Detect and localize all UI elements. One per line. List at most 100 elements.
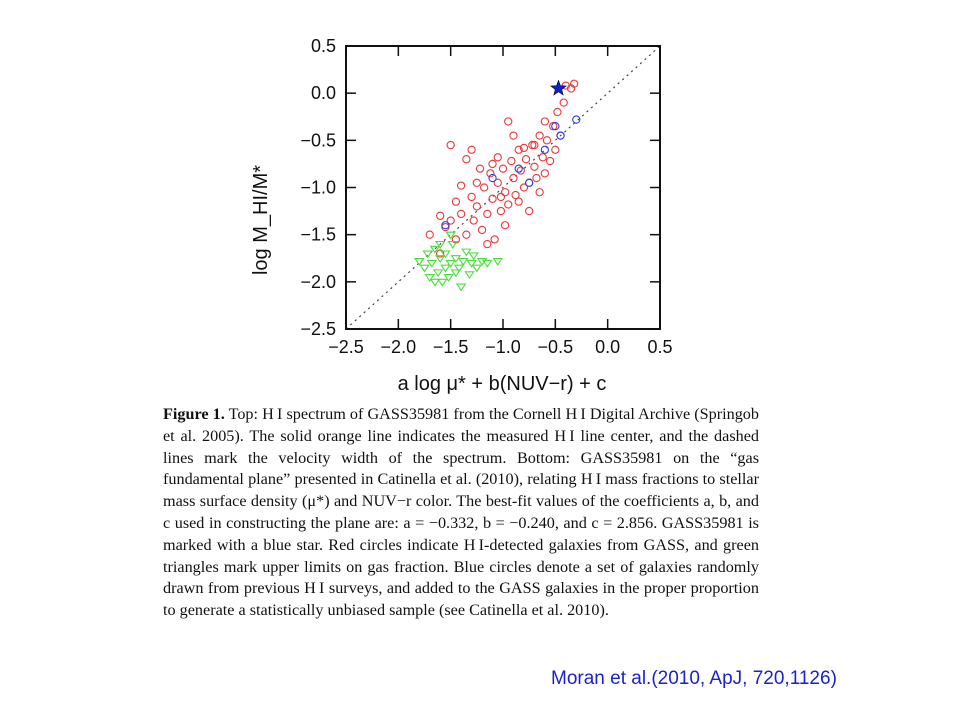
data-point-triangle xyxy=(492,258,503,266)
y-tick-label: 0.5 xyxy=(311,36,336,56)
x-tick-label: 0.0 xyxy=(595,337,620,357)
data-point-triangle xyxy=(426,259,438,268)
data-point-circle xyxy=(545,156,555,166)
data-point-circle xyxy=(549,122,558,131)
data-point-circle xyxy=(475,164,485,173)
data-point-circle xyxy=(511,190,520,200)
data-point-circle xyxy=(467,192,476,202)
y-tick-label: 0.0 xyxy=(311,83,336,103)
data-point-circle xyxy=(483,209,492,219)
data-point-triangle xyxy=(419,264,430,273)
data-point-circle xyxy=(493,178,502,187)
data-point-circle xyxy=(469,216,478,225)
data-point-circle xyxy=(462,155,471,164)
data-point-triangle xyxy=(468,252,479,261)
data-point-circle xyxy=(530,140,539,150)
data-point-circle xyxy=(467,145,476,154)
data-point-circle xyxy=(559,98,568,107)
one-to-one-line xyxy=(345,45,661,330)
data-point-circle xyxy=(553,107,562,117)
data-point-triangle xyxy=(450,255,462,264)
gass35981-star-marker xyxy=(550,79,567,96)
data-point-triangle xyxy=(471,264,483,273)
data-point-circle xyxy=(451,197,461,206)
data-point-circle xyxy=(556,131,565,140)
data-point-circle xyxy=(490,235,499,244)
data-point-circle xyxy=(509,173,518,183)
data-point-triangle xyxy=(434,241,446,249)
data-point-circle xyxy=(540,117,550,126)
data-point-circle xyxy=(540,145,550,154)
y-tick-label: −1.0 xyxy=(300,178,336,198)
data-point-circle xyxy=(436,211,445,220)
y-tick-label: −0.5 xyxy=(300,130,336,150)
data-point-triangle xyxy=(464,271,475,280)
data-point-circle xyxy=(477,225,487,235)
data-point-circle xyxy=(462,230,471,239)
data-point-circle xyxy=(446,140,455,150)
data-point-triangle xyxy=(450,269,462,278)
data-point-triangle xyxy=(429,278,441,287)
data-point-circle xyxy=(538,153,547,162)
data-point-circle xyxy=(525,178,534,187)
data-point-circle xyxy=(507,156,516,166)
data-point-circle xyxy=(572,115,581,124)
data-point-triangle xyxy=(414,258,425,266)
x-tick-label: −0.5 xyxy=(538,337,574,357)
data-point-circle xyxy=(509,131,518,140)
x-tick-label: −1.0 xyxy=(485,337,521,357)
x-tick-label: −1.5 xyxy=(433,337,469,357)
data-point-circle xyxy=(456,181,466,190)
data-point-circle xyxy=(514,145,523,154)
data-point-triangle xyxy=(432,269,444,278)
data-point-circle xyxy=(542,136,552,145)
data-point-triangle xyxy=(466,259,477,268)
data-point-circle xyxy=(519,183,529,192)
data-point-circle xyxy=(493,153,502,162)
plot-axes: −2.5 −2.0 −1.5 −1.0 −0.5 0.0 0.5 0.5 0.0 −0.5 −1.0… xyxy=(300,36,672,357)
data-point-circle xyxy=(500,221,510,230)
data-point-circle xyxy=(521,155,531,164)
data-point-triangle xyxy=(434,255,446,264)
y-tick-label: −2.5 xyxy=(300,319,336,339)
data-point-circle xyxy=(532,173,541,183)
caption-label: Figure 1. xyxy=(163,405,225,423)
y-tick-label: −2.0 xyxy=(300,272,336,292)
data-point-triangle xyxy=(457,258,469,266)
y-axis-label: log M_HI/M* xyxy=(250,165,272,275)
data-point-circle xyxy=(519,143,529,153)
x-tick-label: −2.5 xyxy=(328,337,364,357)
data-point-circle xyxy=(425,230,434,239)
data-point-triangle xyxy=(445,259,456,268)
data-point-circle xyxy=(514,164,523,173)
data-point-triangle xyxy=(447,241,458,249)
data-point-circle xyxy=(480,183,489,192)
data-point-triangle xyxy=(424,274,435,282)
data-point-triangle xyxy=(440,264,451,273)
plot-marks xyxy=(345,45,661,330)
figure-caption: Figure 1. Top: H I spectrum of GASS35981… xyxy=(163,404,759,622)
data-point-triangle xyxy=(445,231,456,240)
data-point-circle xyxy=(472,178,481,187)
scatter-plot: −2.5 −2.0 −1.5 −1.0 −0.5 0.0 0.5 0.5 0.0 −0.5 −1.0… xyxy=(250,36,673,395)
data-point-circle xyxy=(483,239,492,249)
data-point-triangle xyxy=(440,250,451,259)
data-point-circle xyxy=(504,117,513,126)
caption-text: Top: H I spectrum of GASS35981 from the … xyxy=(163,405,759,620)
citation: Moran et al.(2010, ApJ, 720,1126) xyxy=(551,668,837,689)
x-axis-label: a log μ* + b(NUV−r) + c xyxy=(398,373,607,395)
data-point-triangle xyxy=(437,278,448,287)
data-point-triangle xyxy=(429,245,441,254)
data-point-circle xyxy=(525,206,534,216)
data-point-circle xyxy=(488,194,497,203)
data-point-triangle xyxy=(482,259,493,268)
data-point-circle xyxy=(535,131,544,140)
x-tick-label: −2.0 xyxy=(381,337,417,357)
data-point-circle xyxy=(504,200,513,209)
data-point-circle xyxy=(498,164,508,173)
data-point-triangle xyxy=(443,274,454,282)
data-point-triangle xyxy=(455,283,467,292)
data-point-circle xyxy=(535,188,544,197)
data-point-circle xyxy=(456,209,466,219)
data-point-circle xyxy=(488,173,497,183)
